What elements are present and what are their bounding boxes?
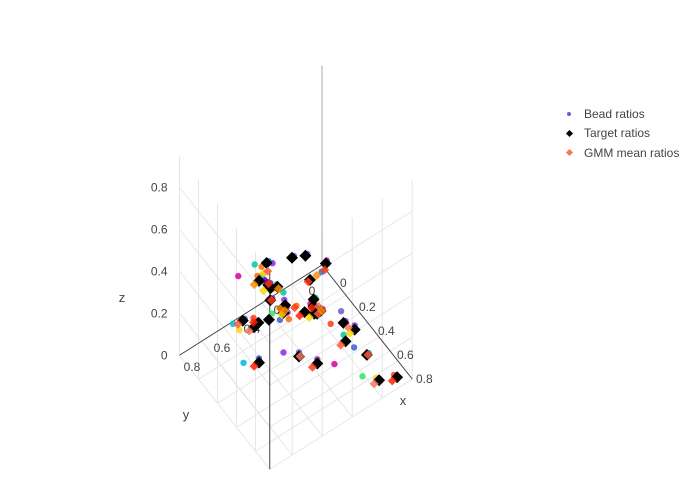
legend-item-bead[interactable]: Bead ratios (556, 104, 679, 124)
y-tick-label: 0 (309, 284, 316, 298)
target-point (286, 251, 298, 264)
gmm-point (295, 351, 305, 361)
gmm-point (363, 350, 373, 360)
bead-point (280, 289, 287, 296)
gmm-point (387, 376, 397, 386)
target-point (260, 257, 273, 269)
gridline (179, 354, 271, 470)
x-axis-title: x (400, 393, 407, 408)
gridline (231, 321, 323, 437)
gmm-point (233, 319, 243, 329)
gridline (217, 312, 361, 404)
legend-label: Bead ratios (584, 106, 645, 121)
gmm-point (312, 271, 322, 280)
data-points (229, 249, 404, 389)
gridline (269, 252, 413, 344)
diamond-icon (556, 129, 582, 137)
bead-point (331, 360, 338, 368)
gmm-point (249, 361, 259, 371)
target-point (262, 313, 275, 326)
y-tick-label: 0.6 (214, 341, 231, 355)
bead-point (327, 320, 334, 327)
legend-label: Target ratios (584, 126, 651, 141)
x-tick-label: 0.2 (359, 300, 376, 314)
target-point (319, 257, 332, 270)
bead-point (235, 272, 242, 280)
gmm-point (307, 303, 317, 313)
gmm-point (307, 362, 317, 372)
y-axis-line (179, 264, 323, 356)
gridline (269, 210, 413, 302)
gridline (236, 336, 380, 428)
gmm-point (280, 306, 290, 316)
bead-point (280, 349, 287, 356)
z-tick-label: 0.8 (151, 180, 168, 194)
gmm-point (249, 317, 258, 327)
target-point (299, 249, 312, 262)
bead-point (359, 373, 366, 380)
gmm-point (345, 328, 355, 338)
legend-item-target[interactable]: Target ratios (556, 124, 679, 144)
gmm-point (266, 295, 276, 305)
z-tick-label: 0 (161, 348, 168, 362)
gmm-point (320, 265, 330, 275)
y-tick-label: 0.8 (184, 360, 201, 374)
axis-grid (179, 65, 413, 470)
z-tick-label: 0.6 (151, 222, 168, 236)
bead-point (350, 344, 358, 351)
gmm-point (317, 306, 327, 316)
x-tick-label: 0 (340, 276, 347, 290)
target-point (307, 293, 320, 306)
bead-point (285, 315, 292, 323)
z-tick-label: 0.2 (151, 306, 168, 320)
legend-item-gmm[interactable]: GMM mean ratios (556, 143, 679, 163)
gmm-point (303, 277, 313, 287)
x-tick-label: 0.6 (397, 348, 414, 362)
x-tick-label: 0.8 (416, 372, 433, 386)
gridline (269, 336, 413, 428)
x-axis-line (321, 264, 413, 380)
diamond-icon (556, 149, 582, 157)
circle-icon (556, 111, 582, 116)
gridline (269, 378, 413, 470)
x-tick-label: 0.4 (378, 324, 395, 338)
legend-label: GMM mean ratios (584, 145, 680, 160)
gridline (255, 360, 399, 452)
gridline (261, 302, 353, 418)
gmm-point (263, 266, 273, 276)
gmm-point (290, 303, 300, 313)
gmm-point (295, 311, 305, 321)
z-tick-label: 0.4 (151, 264, 168, 278)
gmm-point (258, 286, 268, 296)
gmm-point (336, 340, 346, 350)
bead-point (251, 261, 258, 268)
gmm-point (274, 284, 283, 294)
y-axis-title: y (183, 407, 190, 422)
bead-point (240, 359, 247, 366)
gmm-point (264, 279, 274, 289)
gmm-point (369, 379, 379, 389)
gmm-point (244, 326, 254, 336)
gridline (291, 283, 383, 399)
bead-point (337, 308, 345, 315)
z-axis-title: z (119, 290, 126, 305)
legend: Bead ratios Target ratios GMM mean ratio… (556, 104, 679, 163)
gridline (201, 340, 293, 456)
gmm-point (249, 280, 259, 290)
gmm-point (304, 313, 314, 322)
